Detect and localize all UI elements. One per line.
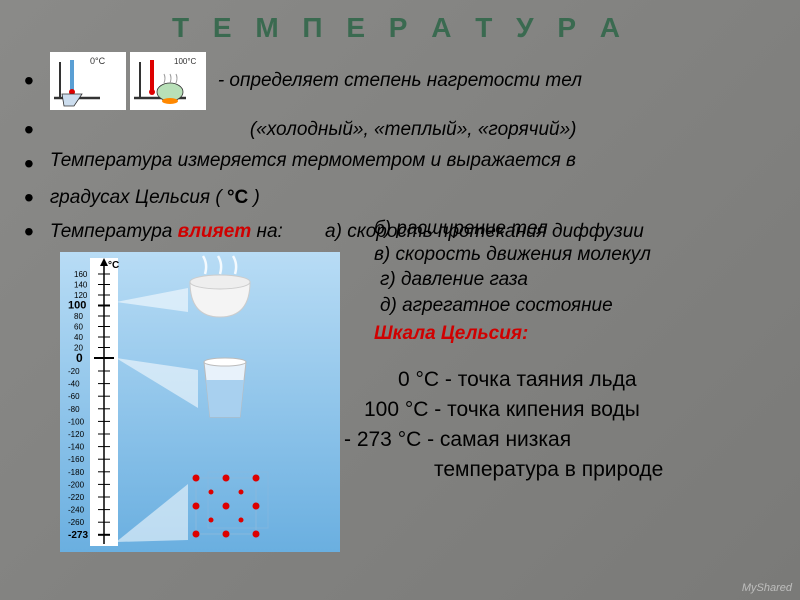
definition-text: - определяет степень нагретости тел — [218, 70, 582, 92]
celsius-heading: Шкала Цельсия: — [374, 321, 651, 347]
bullet-row-2: • («холодный», «теплый», «горячий») — [24, 116, 776, 144]
svg-text:-60: -60 — [68, 392, 80, 401]
lower-area: °C 16014012010080604020 0 -20-40-60-80-1… — [24, 252, 776, 562]
point-273: - 273 °C - самая низкая — [344, 428, 663, 452]
point-hundred: 100 °C - точка кипения воды — [344, 398, 663, 422]
bullet-row-4: • градусах Цельсия ( °C ) — [24, 184, 776, 212]
ice-label: 0°C — [90, 56, 106, 66]
bullet-row-1: • 0°C — [24, 52, 776, 110]
bullet-dot: • — [24, 184, 34, 212]
svg-text:-120: -120 — [68, 430, 85, 439]
scale-points: 0 °C - точка таяния льда 100 °C - точка … — [344, 368, 663, 488]
thermometer-icons: 0°C 100°C — [50, 52, 206, 110]
effect-d: г) давление газа — [380, 267, 651, 293]
bullet-dot: • — [24, 116, 34, 144]
point-273b: температура в природе — [434, 458, 663, 482]
svg-text:-40: -40 — [68, 380, 80, 389]
point-zero: 0 °C - точка таяния льда — [344, 368, 663, 392]
bullet-dot: • — [24, 150, 34, 178]
svg-text:-200: -200 — [68, 480, 85, 489]
content-area: • 0°C — [0, 52, 800, 562]
page-title: Т Е М П Е Р А Т У Р А — [0, 0, 800, 52]
svg-text:80: 80 — [74, 312, 83, 321]
svg-text:-140: -140 — [68, 443, 85, 452]
boil-thermo-icon: 100°C — [130, 52, 206, 110]
svg-text:-80: -80 — [68, 405, 80, 414]
svg-text:°C: °C — [108, 260, 119, 271]
svg-text:100: 100 — [68, 300, 86, 312]
measurement-text-1: Температура измеряется термометром и выр… — [50, 150, 576, 172]
qualifiers-text: («холодный», «теплый», «горячий») — [250, 119, 577, 141]
effects-list: б) расширение тел в) скорость движения м… — [374, 216, 651, 346]
bullet-row-3: • Температура измеряется термометром и в… — [24, 150, 776, 178]
svg-text:60: 60 — [74, 323, 83, 332]
svg-text:0: 0 — [76, 351, 83, 365]
watermark: MyShared — [742, 582, 792, 594]
svg-text:40: 40 — [74, 333, 83, 342]
bullet-dot: • — [24, 67, 34, 95]
celsius-scale-diagram: °C 16014012010080604020 0 -20-40-60-80-1… — [60, 252, 340, 552]
svg-text:-20: -20 — [68, 367, 80, 376]
svg-text:-100: -100 — [68, 417, 85, 426]
svg-text:-260: -260 — [68, 518, 85, 527]
ice-thermo-icon: 0°C — [50, 52, 126, 110]
svg-text:-240: -240 — [68, 506, 85, 515]
boil-label: 100°C — [174, 57, 197, 66]
bullet-dot: • — [24, 218, 34, 246]
effect-e: д) агрегатное состояние — [380, 293, 651, 319]
measurement-text-2: градусах Цельсия ( °C ) — [50, 187, 260, 209]
svg-text:140: 140 — [74, 281, 88, 290]
svg-text:-220: -220 — [68, 493, 85, 502]
effect-c: в) скорость движения молекул — [374, 242, 651, 268]
effect-b: б) расширение тел — [374, 216, 651, 242]
svg-text:-180: -180 — [68, 468, 85, 477]
svg-text:-160: -160 — [68, 455, 85, 464]
svg-text:160: 160 — [74, 270, 88, 279]
svg-text:-273: -273 — [68, 530, 88, 541]
